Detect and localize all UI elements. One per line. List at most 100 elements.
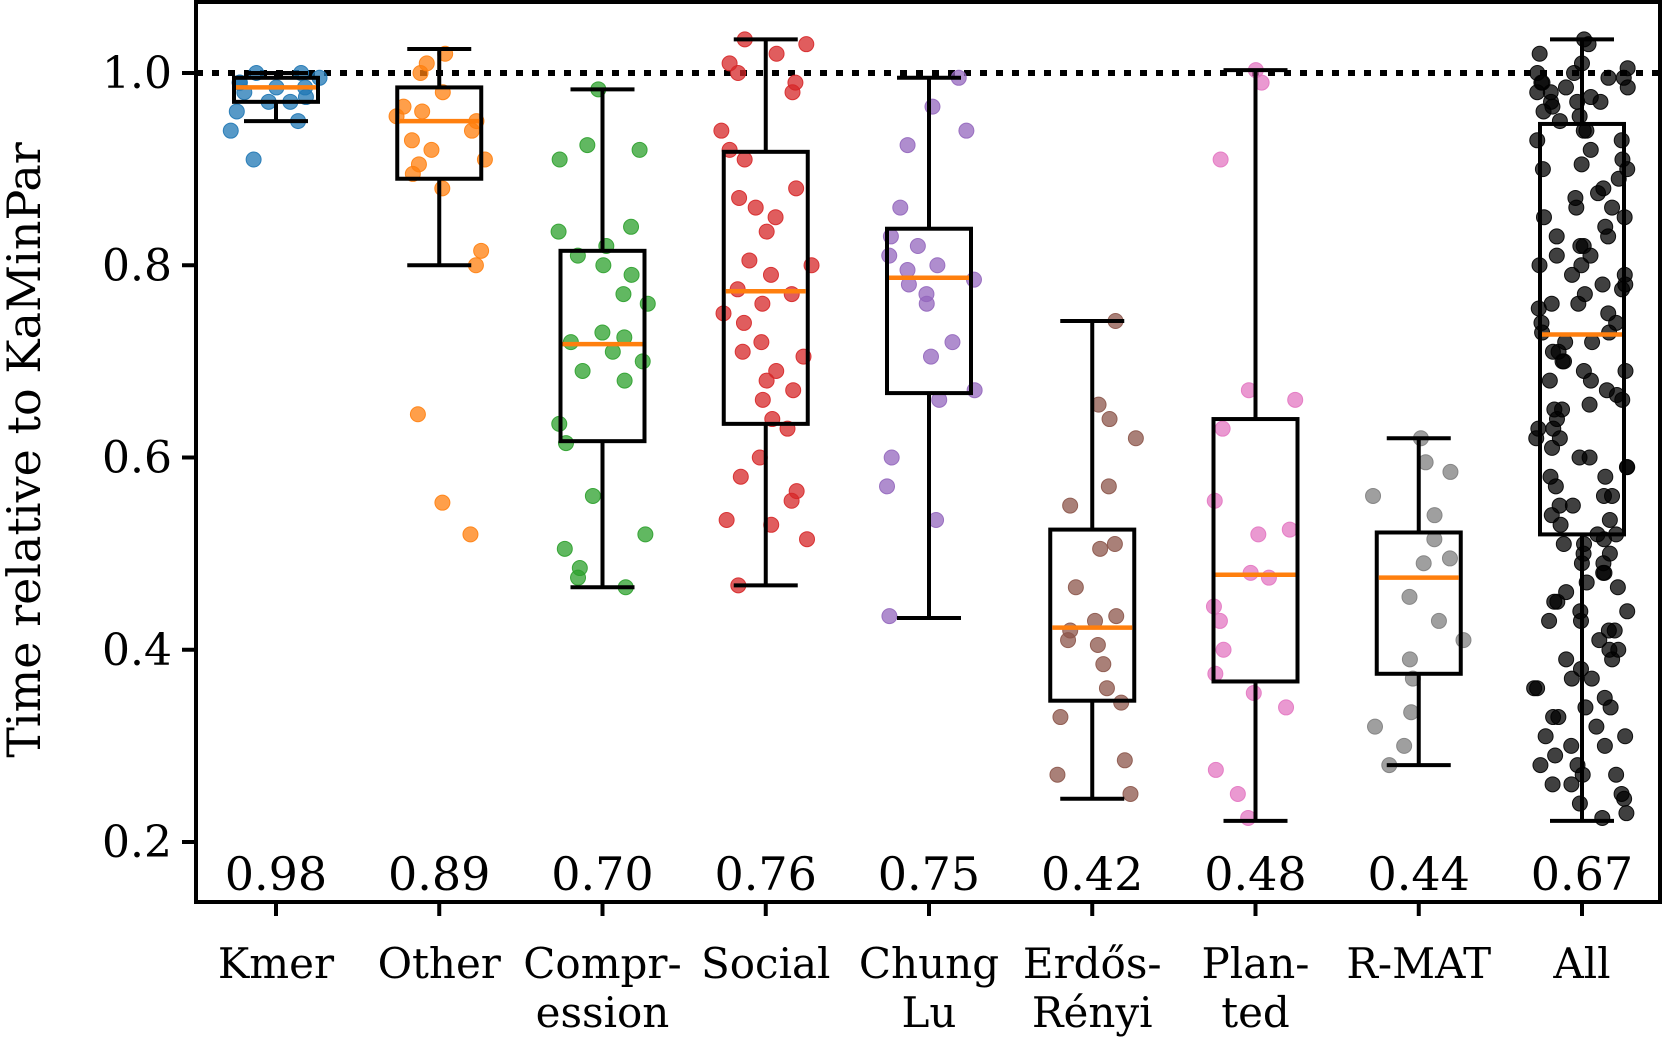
data-point [730,65,747,81]
data-point [1617,728,1634,745]
category-label: Chung [859,939,999,988]
data-point [1582,141,1599,158]
data-point [1590,185,1607,202]
box-iqr [395,85,484,181]
data-point [1550,343,1567,360]
data-point [1101,411,1118,428]
data-point [1240,809,1257,826]
data-point [463,122,480,139]
data-point [1260,569,1277,586]
data-point [909,238,926,255]
data-point [1571,108,1588,125]
data-point [414,103,431,120]
data-point [594,324,611,341]
data-point [1100,478,1117,495]
y-tick-label: 0.8 [102,240,172,291]
data-point [1401,588,1418,605]
boxes-layer [232,37,1626,823]
data-point [918,295,935,312]
data-point [570,569,587,586]
category-label: Rényi [1032,988,1153,1037]
data-point [1573,257,1590,274]
data-point [1552,516,1569,533]
data-point [758,223,775,240]
data-point [1127,430,1144,447]
data-point [929,257,946,274]
data-point [412,65,429,81]
labels-layer: 0.98 Kmer 0.89 Other 0.70 Compr-ession 0.76 Soc… [218,847,1633,1037]
data-point [1215,641,1232,658]
data-point [1555,536,1572,553]
data-point [718,511,735,528]
data-point [1594,276,1611,293]
data-point [1548,228,1565,245]
data-point [1214,420,1231,437]
data-point [1108,608,1125,625]
data-point [1595,555,1612,572]
data-point [631,141,648,158]
y-tick-label: 0.4 [102,625,172,676]
data-point [1229,785,1246,802]
category-label: R-MAT [1346,939,1491,988]
data-point [798,36,815,53]
data-point [1052,709,1069,726]
data-point [1089,636,1106,653]
data-point [1601,511,1618,528]
data-point [1596,737,1613,754]
data-point [1558,651,1575,668]
data-point [741,252,758,269]
data-point [1534,161,1551,178]
y-tick-label: 0.2 [102,817,172,868]
data-point [579,137,596,154]
data-point [1571,449,1588,466]
data-point [1619,161,1636,178]
points-layer [222,31,1636,826]
category-label: Plan- [1202,939,1310,988]
data-point [1537,728,1554,745]
y-axis-title: Time relative to KaMinPar [0,142,51,758]
data-point [1600,69,1617,86]
data-point [1604,199,1621,216]
data-point [892,199,909,216]
summary-value-label: 0.44 [1368,847,1470,901]
data-point [550,223,567,240]
data-point [734,343,751,360]
data-point [1415,555,1432,572]
data-point [1591,632,1608,649]
data-point [1365,487,1382,504]
data-point [1542,468,1559,485]
data-point [1594,809,1611,826]
data-point [1602,699,1619,716]
data-point [1049,766,1066,783]
summary-value-label: 0.76 [715,847,817,901]
summary-value-label: 0.89 [388,847,490,901]
data-point [1584,334,1601,351]
data-point [1619,459,1636,476]
box-iqr [1538,121,1626,537]
summary-value-label: 0.48 [1204,847,1306,901]
data-point [1060,632,1077,649]
data-point [1600,228,1617,245]
data-point [958,122,975,139]
data-point [1250,526,1267,543]
data-point [637,526,654,543]
data-point [1430,612,1447,629]
data-point [1281,521,1298,538]
data-point [615,286,632,303]
data-point [899,262,916,279]
data-point [731,189,748,206]
data-point [788,180,805,197]
data-point [783,492,800,509]
data-point [584,487,601,504]
data-point [1582,372,1599,389]
data-point [1606,622,1623,639]
data-point [409,406,426,423]
data-point [1106,536,1123,553]
data-point [783,286,800,303]
data-point [434,494,451,511]
box-iqr [885,226,973,396]
data-point [1278,699,1295,716]
data-point [944,334,961,351]
data-point [1573,156,1590,173]
category-label: Lu [902,988,957,1037]
